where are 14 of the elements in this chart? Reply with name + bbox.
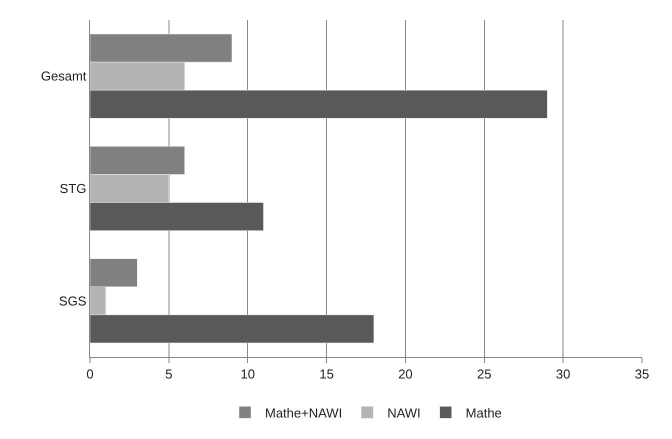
x-tick-label: 10 bbox=[240, 366, 255, 382]
y-tick-label: STG bbox=[60, 181, 86, 196]
legend-label: Mathe+NAWI bbox=[265, 405, 342, 420]
x-tick-label: 5 bbox=[165, 366, 172, 382]
legend-label: NAWI bbox=[387, 405, 421, 420]
x-tick-label: 35 bbox=[634, 366, 650, 382]
x-tick-label: 30 bbox=[556, 366, 570, 382]
y-tick-label: Gesamt bbox=[40, 68, 87, 84]
legend-label: Mathe bbox=[466, 405, 502, 420]
x-tick-label: 25 bbox=[477, 366, 492, 382]
x-tick-label: 15 bbox=[319, 366, 334, 382]
x-tick-label: 20 bbox=[398, 366, 413, 382]
x-tick-label: 0 bbox=[86, 366, 94, 382]
y-tick-label: SGS bbox=[58, 293, 87, 308]
